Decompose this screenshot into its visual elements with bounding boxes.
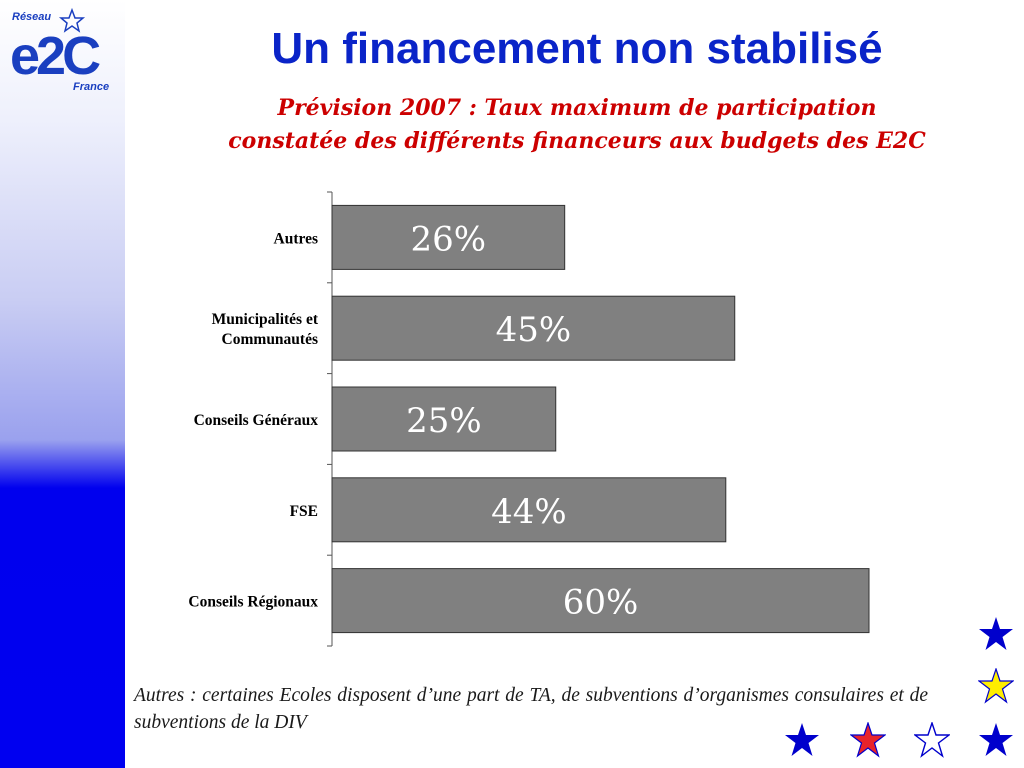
logo-main-text: e2C — [10, 26, 100, 86]
blue-star-icon — [785, 723, 819, 756]
category-label: Autres — [274, 230, 319, 247]
category-label: Municipalités et — [212, 311, 319, 328]
logo-star-icon — [58, 7, 86, 33]
slide-subtitle: Prévision 2007 : Taux maximum de partici… — [130, 92, 1024, 158]
bar — [331, 568, 870, 634]
blue-star-icon — [979, 617, 1013, 650]
logo-top-text: Réseau — [12, 11, 51, 23]
bar — [331, 295, 736, 361]
bar — [331, 386, 557, 452]
sidebar-gradient — [0, 0, 125, 768]
footnote: Autres : certaines Ecoles disposent d’un… — [134, 685, 928, 733]
blue-star-icon — [979, 723, 1013, 756]
category-label: Communautés — [222, 331, 318, 348]
category-label: Conseils Régionaux — [188, 594, 318, 611]
subtitle-line-1: Prévision 2007 : Taux maximum de partici… — [277, 95, 877, 121]
bar-value-label: 45% — [496, 310, 572, 350]
red-star-icon — [850, 722, 886, 758]
outline-star-icon — [914, 722, 950, 758]
bar — [331, 477, 727, 543]
category-label: Conseils Généraux — [194, 412, 319, 429]
e2c-logo: Réseau e2C France — [10, 7, 109, 93]
bar-value-label: 25% — [406, 401, 482, 441]
logo-bottom-text: France — [73, 81, 109, 93]
bar-value-label: 60% — [563, 583, 639, 623]
category-label: FSE — [290, 503, 318, 520]
bar-value-label: 26% — [411, 219, 487, 259]
subtitle-line-2: constatée des différents financeurs aux … — [228, 128, 926, 154]
slide-title: Un financement non stabilisé — [271, 24, 883, 73]
bar — [331, 204, 566, 270]
bar-value-label: 44% — [491, 492, 567, 532]
yellow-star-icon — [978, 668, 1014, 704]
